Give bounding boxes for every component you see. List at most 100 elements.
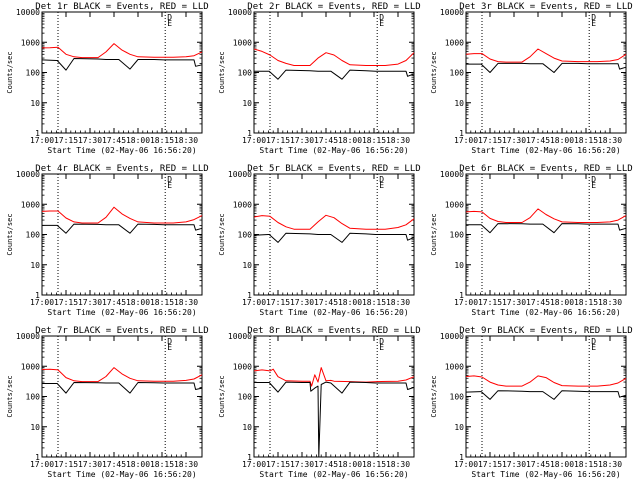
x-axis-label: Start Time (02-May-06 16:56:20) bbox=[471, 308, 620, 317]
x-tick-label: 18:00 bbox=[338, 136, 362, 145]
x-tick-label: 17:15 bbox=[54, 460, 78, 469]
series-events-line bbox=[42, 382, 203, 394]
panel-det-9r: Det 9r BLACK = Events, RED = LLD 1 10 100 10… bbox=[430, 326, 633, 479]
y-tick-label: 1000 bbox=[445, 362, 464, 371]
series-lld-line bbox=[253, 48, 415, 66]
panel-det-4r: Det 4r BLACK = Events, RED = LLD 1 10 100 10… bbox=[6, 164, 209, 317]
y-tick-label: 10000 bbox=[16, 8, 40, 17]
y-tick-label: 100 bbox=[450, 69, 465, 78]
x-tick-label: 17:45 bbox=[102, 298, 126, 307]
y-tick-label: 1000 bbox=[21, 362, 40, 371]
x-tick-label: 18:00 bbox=[550, 460, 574, 469]
series-events-line bbox=[42, 223, 203, 234]
x-tick-label: 17:30 bbox=[78, 136, 102, 145]
y-tick-label: 1 bbox=[247, 291, 252, 300]
x-tick-label: 18:15 bbox=[574, 136, 598, 145]
series-lld-line bbox=[41, 43, 203, 59]
corner-mark-e: E bbox=[379, 343, 384, 352]
y-tick-label: 10 bbox=[30, 423, 40, 432]
panel-title: Det 8r BLACK = Events, RED = LLD bbox=[247, 326, 420, 336]
y-tick-label: 1 bbox=[247, 129, 252, 138]
y-tick-label: 1 bbox=[459, 129, 464, 138]
y-tick-label: 1 bbox=[35, 291, 40, 300]
plot-frame bbox=[253, 335, 415, 458]
x-tick-label: 17:00 bbox=[454, 136, 478, 145]
y-tick-label: 100 bbox=[238, 393, 253, 402]
panel-det-5r: Det 5r BLACK = Events, RED = LLD 1 10 100 10… bbox=[218, 164, 421, 317]
x-axis-label: Start Time (02-May-06 16:56:20) bbox=[259, 146, 408, 155]
x-tick-label: 17:00 bbox=[242, 136, 266, 145]
x-tick-label: 17:15 bbox=[54, 136, 78, 145]
corner-mark-d: D bbox=[167, 13, 172, 22]
panel-title: Det 9r BLACK = Events, RED = LLD bbox=[459, 326, 632, 336]
y-tick-label: 1 bbox=[247, 453, 252, 462]
x-tick-label: 17:15 bbox=[478, 298, 502, 307]
x-tick-label: 17:00 bbox=[454, 298, 478, 307]
series-lld-line bbox=[253, 367, 415, 387]
x-tick-label: 17:45 bbox=[102, 136, 126, 145]
x-tick-label: 17:45 bbox=[314, 136, 338, 145]
y-tick-label: 1000 bbox=[21, 200, 40, 209]
y-tick-label: 10000 bbox=[440, 170, 464, 179]
x-tick-label: 18:15 bbox=[574, 298, 598, 307]
y-tick-label: 1 bbox=[459, 453, 464, 462]
corner-mark-d: D bbox=[591, 337, 596, 346]
y-axis-label: Counts/sec bbox=[430, 213, 438, 255]
plot-frame bbox=[253, 11, 415, 134]
y-axis-label: Counts/sec bbox=[6, 51, 14, 93]
series-events-line bbox=[466, 223, 627, 234]
panel-det-6r: Det 6r BLACK = Events, RED = LLD 1 10 100 10… bbox=[430, 164, 633, 317]
y-tick-label: 10 bbox=[454, 261, 464, 270]
corner-mark-d: D bbox=[379, 337, 384, 346]
y-tick-label: 10 bbox=[30, 99, 40, 108]
series-events-line bbox=[466, 62, 627, 73]
x-tick-label: 17:30 bbox=[290, 136, 314, 145]
y-tick-label: 100 bbox=[450, 231, 465, 240]
y-tick-label: 1000 bbox=[233, 38, 252, 47]
x-tick-label: 18:15 bbox=[150, 460, 174, 469]
y-tick-label: 10000 bbox=[16, 170, 40, 179]
x-tick-label: 17:45 bbox=[526, 136, 550, 145]
series-events-line bbox=[254, 381, 415, 458]
y-tick-label: 10000 bbox=[16, 332, 40, 341]
x-tick-label: 17:00 bbox=[30, 136, 54, 145]
panel-det-7r: Det 7r BLACK = Events, RED = LLD 1 10 100 10… bbox=[6, 326, 209, 479]
y-tick-label: 100 bbox=[26, 231, 41, 240]
series-events-line bbox=[465, 390, 627, 400]
y-axis-label: Counts/sec bbox=[430, 51, 438, 93]
y-tick-label: 10 bbox=[242, 423, 252, 432]
panel-title: Det 1r BLACK = Events, RED = LLD bbox=[35, 2, 208, 12]
corner-mark-d: D bbox=[167, 175, 172, 184]
x-tick-label: 17:30 bbox=[502, 460, 526, 469]
series-lld-line bbox=[253, 214, 415, 230]
corner-mark-d: D bbox=[379, 175, 384, 184]
x-tick-label: 17:30 bbox=[78, 460, 102, 469]
panel-det-3r: Det 3r BLACK = Events, RED = LLD 1 10 100 10… bbox=[430, 2, 633, 155]
y-tick-label: 1000 bbox=[233, 362, 252, 371]
series-lld-line bbox=[465, 375, 627, 387]
y-tick-label: 10 bbox=[242, 99, 252, 108]
series-events-line bbox=[41, 58, 203, 71]
x-axis-label: Start Time (02-May-06 16:56:20) bbox=[259, 470, 408, 479]
x-tick-label: 18:00 bbox=[126, 136, 150, 145]
y-tick-label: 10000 bbox=[440, 8, 464, 17]
x-tick-label: 18:30 bbox=[598, 460, 622, 469]
panel-title: Det 2r BLACK = Events, RED = LLD bbox=[247, 2, 420, 12]
y-tick-label: 100 bbox=[26, 393, 41, 402]
y-tick-label: 1000 bbox=[445, 200, 464, 209]
y-axis-label: Counts/sec bbox=[430, 375, 438, 417]
y-tick-label: 10 bbox=[242, 261, 252, 270]
corner-mark-d: D bbox=[379, 13, 384, 22]
y-tick-label: 1000 bbox=[233, 200, 252, 209]
x-tick-label: 18:00 bbox=[338, 298, 362, 307]
panel-det-2r: Det 2r BLACK = Events, RED = LLD 1 10 100 10… bbox=[218, 2, 421, 155]
x-tick-label: 17:00 bbox=[30, 460, 54, 469]
y-tick-label: 10 bbox=[30, 261, 40, 270]
y-tick-label: 10000 bbox=[228, 8, 252, 17]
x-axis-label: Start Time (02-May-06 16:56:20) bbox=[47, 146, 196, 155]
y-tick-label: 10000 bbox=[228, 332, 252, 341]
x-tick-label: 18:15 bbox=[574, 460, 598, 469]
y-tick-label: 100 bbox=[26, 69, 41, 78]
x-tick-label: 17:15 bbox=[266, 136, 290, 145]
